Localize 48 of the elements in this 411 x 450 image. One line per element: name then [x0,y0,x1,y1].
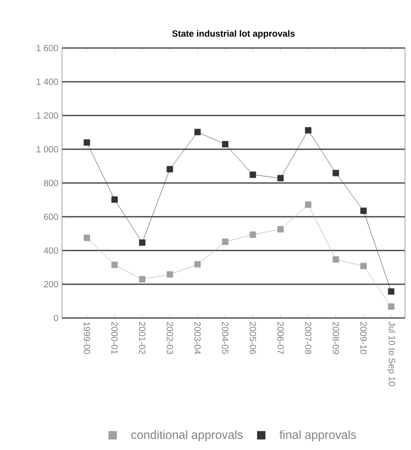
y-tick-label: 0 [54,314,58,322]
x-tick-label: 2008-09 [332,322,340,354]
point [277,174,284,182]
point [305,201,312,208]
point [222,141,228,148]
point [305,127,312,134]
point [388,288,394,295]
x-tick-label: 2007-08 [305,322,312,354]
point [277,226,284,232]
point [332,256,340,263]
legend-label: final approvals [280,430,356,442]
x-tick-label: 2009-10 [360,322,367,354]
x-tick-label: 2005-06 [250,322,256,354]
point [360,208,367,214]
point [194,261,201,268]
y-tick-label: 600 [44,214,58,220]
y-tick-label: 200 [44,281,58,288]
y-tick-label: 800 [44,180,58,186]
point [111,262,118,268]
point [388,303,394,310]
y-tick-label: 1 200 [36,112,58,119]
x-tick-label: 2006-07 [277,322,284,354]
point [166,166,174,172]
chart-title: State industrial lot approvals [172,30,295,38]
point [84,139,90,146]
y-tick-label: 1 000 [36,146,58,152]
y-tick-label: 400 [44,247,58,254]
point [194,128,201,136]
point [166,271,174,278]
point [139,239,146,246]
legend-label: conditional approvals [131,430,243,442]
point [139,276,146,282]
point [222,238,228,245]
y-tick-label: 1 400 [36,78,58,85]
x-tick-label: Jul 10 to Sep 10 [386,322,396,386]
point [250,172,256,178]
x-tick-label: 2000-01 [111,322,118,354]
point [332,170,340,176]
point [111,196,118,203]
x-tick-label: 2001-02 [139,322,146,354]
point [84,234,90,242]
x-tick-label: 2003-04 [194,322,201,354]
point [250,231,256,238]
y-tick-label: 1 600 [36,44,58,52]
x-tick-label: 2004-05 [222,322,228,354]
point [360,262,367,270]
x-tick-label: 1999-00 [84,322,90,354]
x-tick-label: 2002-03 [166,322,174,354]
